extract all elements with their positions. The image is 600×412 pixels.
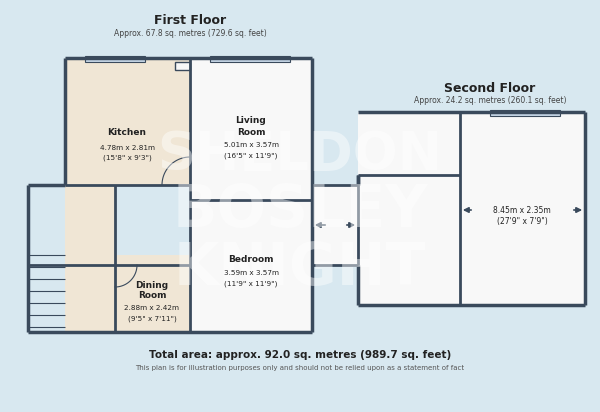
Text: (16'5" x 11'9"): (16'5" x 11'9") — [224, 153, 278, 159]
Text: This plan is for illustration purposes only and should not be relied upon as a s: This plan is for illustration purposes o… — [136, 365, 464, 371]
Text: Bedroom: Bedroom — [228, 255, 274, 265]
Text: 8.45m x 2.35m: 8.45m x 2.35m — [493, 206, 551, 215]
Bar — [175, 62, 190, 70]
Text: 3.59m x 3.57m: 3.59m x 3.57m — [223, 270, 278, 276]
Text: 4.78m x 2.81m: 4.78m x 2.81m — [100, 145, 155, 151]
Text: Room: Room — [138, 292, 166, 300]
Text: KNIGHT: KNIGHT — [174, 239, 426, 297]
Bar — [190, 200, 312, 332]
Bar — [65, 255, 190, 332]
Bar — [65, 185, 115, 265]
Text: Room: Room — [237, 127, 265, 136]
Text: Second Floor: Second Floor — [445, 82, 536, 94]
Text: Approx. 24.2 sq. metres (260.1 sq. feet): Approx. 24.2 sq. metres (260.1 sq. feet) — [414, 96, 566, 105]
Text: BOSLEY: BOSLEY — [172, 182, 428, 239]
Text: Dining: Dining — [136, 281, 169, 290]
Bar — [65, 255, 115, 332]
Bar — [312, 185, 358, 265]
Text: Approx. 67.8 sq. metres (729.6 sq. feet): Approx. 67.8 sq. metres (729.6 sq. feet) — [113, 28, 266, 37]
Bar — [85, 56, 145, 62]
Bar — [65, 58, 115, 265]
Text: Kitchen: Kitchen — [107, 127, 146, 136]
Text: (15'8" x 9'3"): (15'8" x 9'3") — [103, 155, 151, 161]
Text: First Floor: First Floor — [154, 14, 226, 26]
Text: (27'9" x 7'9"): (27'9" x 7'9") — [497, 216, 547, 225]
Text: 5.01m x 3.57m: 5.01m x 3.57m — [223, 142, 278, 148]
Bar — [460, 112, 585, 305]
Text: (9'5" x 7'11"): (9'5" x 7'11") — [128, 316, 176, 322]
Bar — [65, 58, 190, 185]
Text: Living: Living — [236, 115, 266, 124]
Bar — [358, 112, 460, 175]
Text: SHELDON: SHELDON — [158, 129, 442, 181]
Bar — [65, 58, 190, 185]
Text: Total area: approx. 92.0 sq. metres (989.7 sq. feet): Total area: approx. 92.0 sq. metres (989… — [149, 350, 451, 360]
Bar — [358, 175, 460, 305]
Bar — [190, 58, 312, 200]
Text: (11'9" x 11'9"): (11'9" x 11'9") — [224, 281, 278, 287]
Bar — [210, 56, 290, 62]
Text: 2.88m x 2.42m: 2.88m x 2.42m — [125, 305, 179, 311]
Bar — [490, 110, 560, 116]
